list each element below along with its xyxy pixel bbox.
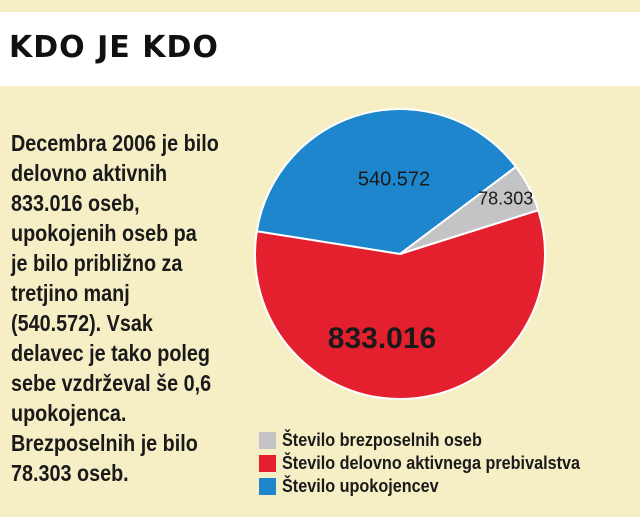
legend-swatch (259, 478, 276, 495)
legend: Število brezposelnih oseb Število delovn… (259, 429, 640, 498)
description-line: 78.303 oseb. (11, 460, 129, 486)
pie-slice-employed (254, 209, 546, 400)
description-line: (540.572). Vsak (11, 310, 153, 336)
description-line: upokojenih oseb pa (11, 220, 197, 246)
description-line: Brezposelnih je bilo (11, 430, 198, 456)
pie-data-label: 833.016 (328, 322, 436, 355)
description-text: Decembra 2006 je bilo delovno aktivnih 8… (11, 128, 236, 488)
pie-data-label: 78.303 (478, 188, 533, 208)
legend-label: Število upokojencev (282, 476, 439, 496)
description-line: upokojenca. (11, 400, 127, 426)
page-title: KDO JE KDO (9, 30, 219, 65)
pie-data-label: 540.572 (358, 168, 430, 190)
legend-label: Število brezposelnih oseb (282, 430, 482, 450)
legend-swatch (259, 432, 276, 449)
legend-swatch (259, 455, 276, 472)
description-line: delovno aktivnih (11, 160, 168, 186)
description-line: 833.016 oseb, (11, 190, 140, 216)
description-line: delavec je tako poleg (11, 340, 210, 366)
description-line: tretjino manj (11, 280, 130, 306)
pie-slice-pensioners (255, 108, 518, 256)
description-line: je bilo približno za (11, 250, 183, 276)
description-line: Decembra 2006 je bilo (11, 130, 219, 156)
description-line: sebe vzdrževal še 0,6 (11, 370, 212, 396)
title-band (0, 12, 640, 86)
top-strip (0, 0, 640, 12)
legend-label: Število delovno aktivnega prebivalstva (282, 453, 581, 473)
legend-item-pensioners: Število upokojencev (259, 475, 640, 498)
legend-item-employed: Število delovno aktivnega prebivalstva (259, 452, 640, 475)
legend-item-unemployed: Število brezposelnih oseb (259, 429, 640, 452)
